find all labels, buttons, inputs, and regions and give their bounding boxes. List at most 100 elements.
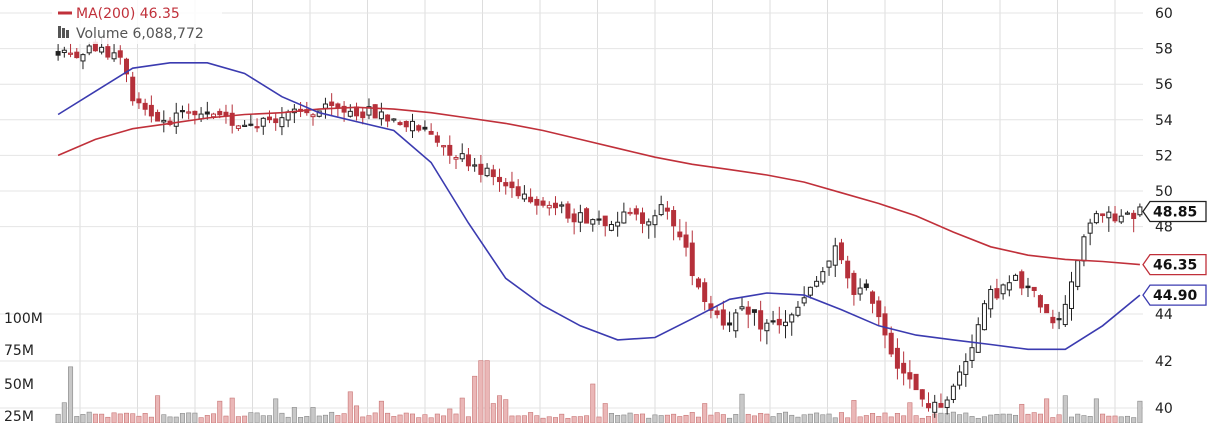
volume-bar bbox=[211, 413, 217, 423]
volume-bar bbox=[335, 415, 341, 423]
volume-bar bbox=[683, 414, 689, 423]
volume-bar bbox=[117, 413, 123, 423]
volume-bar bbox=[596, 416, 602, 423]
volume-bar bbox=[391, 416, 397, 423]
candle bbox=[80, 53, 86, 70]
volume-bar bbox=[739, 393, 745, 423]
ma50-line bbox=[57, 62, 1141, 351]
volume-bar bbox=[465, 416, 471, 423]
candle bbox=[1137, 203, 1143, 217]
candle bbox=[1013, 273, 1019, 281]
candle bbox=[919, 389, 925, 407]
volume-bar bbox=[316, 415, 322, 423]
candle bbox=[957, 365, 963, 390]
price-badge-label: 44.90 bbox=[1153, 288, 1198, 304]
volume-bar bbox=[503, 399, 509, 423]
candle bbox=[1056, 311, 1062, 330]
candle bbox=[111, 44, 117, 62]
candle bbox=[155, 109, 161, 122]
volume-bar bbox=[291, 407, 297, 423]
candle bbox=[714, 305, 720, 319]
candle bbox=[565, 201, 571, 223]
candle bbox=[857, 278, 863, 301]
volume-bar bbox=[658, 415, 664, 423]
price-tick-label: 48 bbox=[1155, 220, 1173, 236]
candle bbox=[409, 113, 415, 138]
candle bbox=[776, 306, 782, 334]
candle bbox=[372, 104, 378, 119]
volume-bar bbox=[1037, 413, 1043, 423]
candle bbox=[870, 290, 876, 314]
candle bbox=[577, 204, 583, 233]
volume-bar bbox=[727, 417, 733, 423]
candle bbox=[633, 205, 639, 221]
volume-bar bbox=[409, 413, 415, 423]
volume-bar bbox=[1025, 413, 1031, 423]
volume-bar bbox=[1100, 413, 1106, 423]
volume-bar bbox=[540, 417, 546, 423]
volume-bar bbox=[845, 417, 851, 423]
price-badge-label: 48.85 bbox=[1153, 204, 1197, 220]
price-tick-label: 50 bbox=[1155, 184, 1173, 200]
volume-bar bbox=[229, 397, 235, 423]
candle bbox=[478, 154, 484, 183]
volume-bar bbox=[1031, 412, 1037, 423]
candle bbox=[453, 155, 459, 170]
candle bbox=[192, 110, 198, 125]
candle bbox=[932, 394, 938, 418]
candle bbox=[1062, 295, 1068, 327]
price-tick-label: 40 bbox=[1155, 401, 1173, 417]
candle bbox=[683, 221, 689, 257]
volume-bar bbox=[677, 416, 683, 423]
volume-bar bbox=[434, 413, 440, 423]
candle bbox=[235, 124, 241, 132]
volume-bar bbox=[832, 417, 838, 423]
volume-bar bbox=[142, 413, 148, 423]
candle bbox=[814, 276, 820, 288]
price-axis-ticks: 40 42 44 48 50 52 54 56 58 60 bbox=[1155, 6, 1173, 417]
candle bbox=[459, 143, 465, 163]
volume-bar bbox=[459, 397, 465, 423]
candle bbox=[186, 103, 192, 120]
volume-bar bbox=[1081, 415, 1087, 423]
candle bbox=[801, 286, 807, 307]
candle bbox=[117, 45, 123, 65]
volume-bar bbox=[422, 414, 428, 423]
volume-bar bbox=[783, 411, 789, 423]
candle bbox=[173, 102, 179, 134]
candle bbox=[783, 310, 789, 339]
candle bbox=[1050, 309, 1056, 329]
candle bbox=[223, 104, 229, 124]
candle bbox=[913, 373, 919, 391]
volume-bar bbox=[901, 415, 907, 423]
candle bbox=[509, 171, 515, 198]
volume-bar bbox=[372, 412, 378, 423]
volume-bar bbox=[534, 415, 540, 423]
candle bbox=[161, 110, 167, 133]
candle bbox=[1093, 210, 1099, 225]
candle bbox=[422, 120, 428, 132]
candle bbox=[360, 107, 366, 125]
volume-bar bbox=[347, 391, 353, 423]
volume-bar bbox=[950, 411, 956, 423]
ma200-line bbox=[57, 106, 1140, 266]
volume-bar bbox=[279, 412, 285, 423]
candle bbox=[590, 218, 596, 232]
volume-bar bbox=[285, 416, 291, 423]
legend-label: MA(200) 46.35 bbox=[76, 6, 180, 22]
candle bbox=[385, 114, 391, 128]
candle bbox=[926, 392, 932, 412]
volume-bar bbox=[86, 411, 92, 423]
candle bbox=[646, 218, 652, 239]
candle bbox=[497, 168, 503, 192]
volume-bar bbox=[907, 402, 913, 423]
legend-item: MA(50) 44.90 bbox=[76, 0, 171, 2]
price-tick-label: 54 bbox=[1155, 113, 1173, 129]
candle bbox=[677, 219, 683, 241]
candle bbox=[142, 98, 148, 116]
candle bbox=[888, 326, 894, 358]
candle bbox=[441, 145, 447, 156]
candle bbox=[515, 179, 521, 199]
volume-bar bbox=[733, 414, 739, 423]
price-badge: 48.85 bbox=[1142, 200, 1207, 223]
